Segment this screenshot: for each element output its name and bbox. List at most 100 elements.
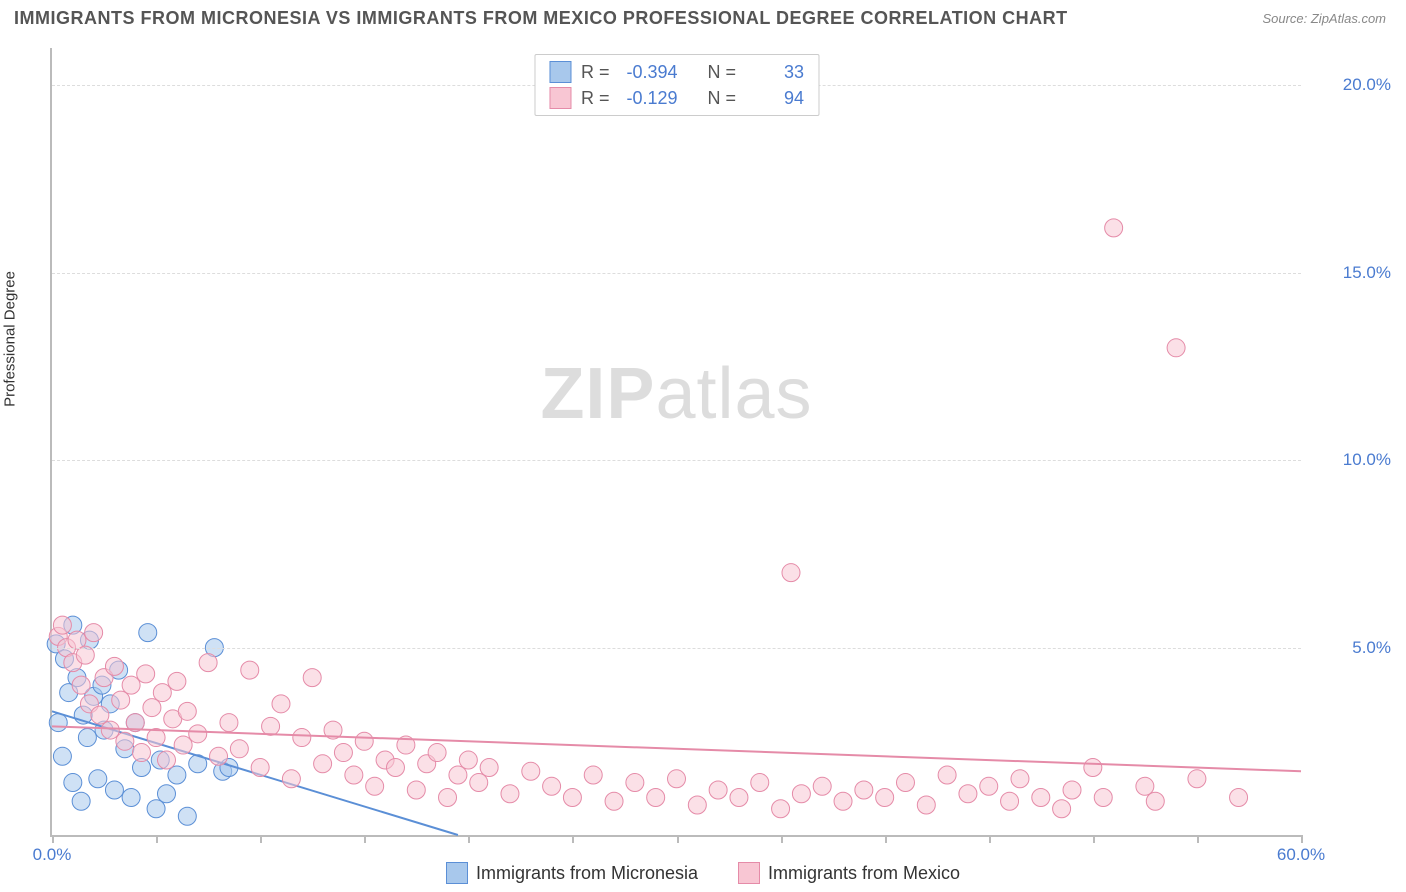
data-point-series1: [1146, 792, 1164, 810]
data-point-series0: [49, 714, 67, 732]
data-point-series1: [709, 781, 727, 799]
data-point-series1: [543, 777, 561, 795]
data-point-series1: [1084, 759, 1102, 777]
data-point-series1: [792, 785, 810, 803]
y-tick-label: 5.0%: [1311, 638, 1391, 658]
data-point-series1: [105, 657, 123, 675]
data-point-series1: [1230, 789, 1248, 807]
data-point-series1: [334, 744, 352, 762]
r-label-1: R =: [581, 88, 610, 109]
data-point-series1: [1105, 219, 1123, 237]
x-tick: [989, 835, 991, 843]
data-point-series1: [1188, 770, 1206, 788]
data-point-series1: [980, 777, 998, 795]
data-point-series1: [626, 774, 644, 792]
gridline-y: [52, 460, 1301, 461]
data-point-series1: [178, 702, 196, 720]
data-point-series1: [605, 792, 623, 810]
data-point-series0: [122, 789, 140, 807]
data-point-series1: [76, 646, 94, 664]
data-point-series1: [1032, 789, 1050, 807]
data-point-series1: [459, 751, 477, 769]
data-point-series1: [668, 770, 686, 788]
data-point-series1: [751, 774, 769, 792]
data-point-series1: [772, 800, 790, 818]
y-tick-label: 15.0%: [1311, 263, 1391, 283]
data-point-series1: [896, 774, 914, 792]
x-tick: [1093, 835, 1095, 843]
data-point-series1: [1167, 339, 1185, 357]
x-tick: [260, 835, 262, 843]
data-point-series1: [220, 714, 238, 732]
data-point-series1: [1063, 781, 1081, 799]
n-label: N =: [708, 62, 737, 83]
n-value-1: 94: [746, 88, 804, 109]
x-tick: [781, 835, 783, 843]
data-point-series0: [157, 785, 175, 803]
data-point-series1: [407, 781, 425, 799]
r-value-1: -0.129: [620, 88, 678, 109]
bottom-legend: Immigrants from Micronesia Immigrants fr…: [0, 862, 1406, 884]
r-label: R =: [581, 62, 610, 83]
stats-legend: R = -0.394 N = 33 R = -0.129 N = 94: [534, 54, 819, 116]
data-point-series0: [89, 770, 107, 788]
stats-row-0: R = -0.394 N = 33: [549, 59, 804, 85]
legend-label-1: Immigrants from Mexico: [768, 863, 960, 884]
data-point-series1: [938, 766, 956, 784]
r-value-0: -0.394: [620, 62, 678, 83]
x-tick: [572, 835, 574, 843]
data-point-series1: [688, 796, 706, 814]
legend-item-1: Immigrants from Mexico: [738, 862, 960, 884]
legend-swatch-1: [738, 862, 760, 884]
data-point-series1: [101, 721, 119, 739]
data-point-series1: [91, 706, 109, 724]
x-tick: [468, 835, 470, 843]
data-point-series1: [272, 695, 290, 713]
data-point-series1: [53, 616, 71, 634]
data-point-series1: [501, 785, 519, 803]
data-point-series1: [386, 759, 404, 777]
data-point-series1: [168, 672, 186, 690]
chart-title: IMMIGRANTS FROM MICRONESIA VS IMMIGRANTS…: [14, 8, 1068, 29]
source-attribution: Source: ZipAtlas.com: [1262, 11, 1386, 26]
y-tick-label: 10.0%: [1311, 450, 1391, 470]
data-point-series0: [139, 624, 157, 642]
data-point-series1: [855, 781, 873, 799]
data-point-series1: [428, 744, 446, 762]
data-point-series0: [53, 747, 71, 765]
data-point-series1: [137, 665, 155, 683]
data-point-series0: [78, 729, 96, 747]
data-point-series1: [314, 755, 332, 773]
data-point-series1: [251, 759, 269, 777]
data-point-series0: [64, 774, 82, 792]
legend-swatch-0: [446, 862, 468, 884]
data-point-series1: [143, 699, 161, 717]
data-point-series1: [480, 759, 498, 777]
data-point-series1: [917, 796, 935, 814]
data-point-series1: [262, 717, 280, 735]
x-tick: [885, 835, 887, 843]
data-point-series1: [834, 792, 852, 810]
n-label-1: N =: [708, 88, 737, 109]
data-point-series1: [133, 744, 151, 762]
data-point-series1: [241, 661, 259, 679]
plot-area: ZIPatlas R = -0.394 N = 33 R = -0.129 N …: [50, 48, 1301, 837]
data-point-series1: [470, 774, 488, 792]
data-point-series0: [178, 807, 196, 825]
data-point-series1: [782, 564, 800, 582]
data-point-series1: [345, 766, 363, 784]
data-point-series1: [282, 770, 300, 788]
data-point-series1: [210, 747, 228, 765]
n-value-0: 33: [746, 62, 804, 83]
scatter-svg: [52, 48, 1301, 835]
data-point-series1: [439, 789, 457, 807]
data-point-series1: [199, 654, 217, 672]
swatch-micronesia: [549, 61, 571, 83]
data-point-series1: [876, 789, 894, 807]
legend-label-0: Immigrants from Micronesia: [476, 863, 698, 884]
data-point-series1: [293, 729, 311, 747]
data-point-series1: [730, 789, 748, 807]
data-point-series1: [959, 785, 977, 803]
data-point-series1: [647, 789, 665, 807]
swatch-mexico: [549, 87, 571, 109]
